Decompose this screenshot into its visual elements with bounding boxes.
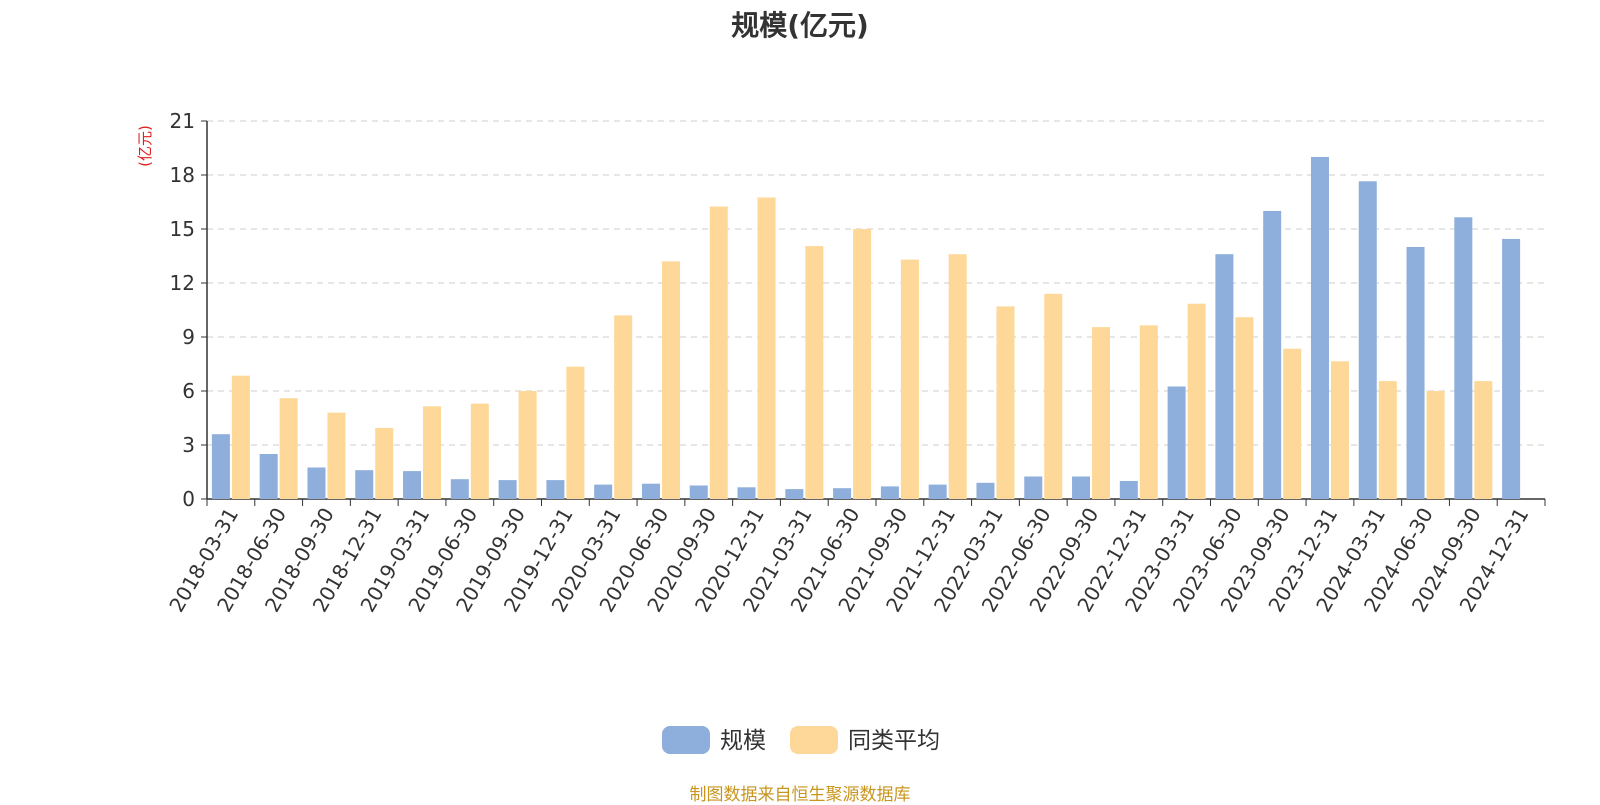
bar-scale (1263, 211, 1282, 499)
bar-peer-average (327, 412, 346, 499)
bar-scale (211, 434, 230, 499)
bar-scale (880, 486, 899, 499)
bar-scale (1310, 157, 1329, 499)
bar-scale (689, 485, 708, 499)
bar-scale (403, 471, 422, 499)
bar-peer-average (1044, 293, 1063, 499)
legend-item-scale-label: 规模 (720, 728, 766, 754)
y-tick-label: 12 (170, 271, 195, 295)
bar-scale (1167, 386, 1186, 499)
bar-peer-average (1187, 303, 1206, 499)
bar-peer-average (1139, 325, 1158, 499)
bar-peer-average (1426, 391, 1445, 499)
y-tick-label: 6 (182, 379, 195, 403)
y-tick-label: 15 (170, 217, 195, 241)
bar-scale (641, 483, 660, 499)
bar-peer-average (423, 406, 442, 499)
bar-scale (833, 488, 852, 499)
bar-peer-average (948, 254, 967, 499)
bar-scale (976, 482, 995, 499)
bar-scale (1072, 476, 1091, 499)
legend-item-scale-swatch (662, 726, 710, 754)
chart-title: 规模(亿元) (731, 9, 869, 42)
bar-scale (928, 484, 947, 499)
bar-peer-average (614, 315, 633, 499)
bar-scale (1454, 217, 1473, 500)
bar-scale (1502, 238, 1521, 499)
bar-scale (307, 467, 326, 499)
bar-peer-average (1378, 381, 1397, 499)
bar-peer-average (518, 391, 537, 499)
bar-peer-average (375, 427, 394, 499)
y-axis-unit-label: (亿元) (136, 125, 154, 167)
bar-scale (1119, 481, 1138, 499)
bar-scale (594, 484, 613, 499)
bar-peer-average (279, 398, 298, 499)
y-tick-label: 9 (182, 325, 195, 349)
bar-scale (1358, 181, 1377, 500)
bar-peer-average (566, 366, 585, 499)
bar-scale (1024, 476, 1043, 499)
bar-peer-average (996, 306, 1015, 499)
bar-peer-average (805, 246, 824, 499)
bar-peer-average (1283, 348, 1302, 499)
bar-peer-average (757, 197, 776, 499)
bar-peer-average (900, 259, 919, 499)
bar-peer-average (661, 261, 680, 499)
bar-peer-average (1330, 361, 1349, 499)
bar-scale (450, 479, 469, 499)
bar-scale (259, 454, 278, 499)
bar-scale (785, 489, 804, 499)
bar-peer-average (1474, 381, 1493, 499)
bar-scale (1406, 247, 1425, 499)
y-tick-label: 0 (182, 487, 195, 511)
y-tick-label: 3 (182, 433, 195, 457)
bar-scale (355, 470, 374, 499)
bar-scale (737, 487, 756, 499)
bar-peer-average (709, 206, 728, 499)
data-source-note: 制图数据来自恒生聚源数据库 (689, 785, 911, 805)
legend-item-peer-average-swatch (790, 726, 838, 754)
y-tick-label: 21 (170, 109, 195, 133)
bar-peer-average (231, 375, 250, 499)
bar-scale (546, 480, 565, 499)
legend-item-peer-average-label: 同类平均 (848, 728, 940, 754)
y-tick-label: 18 (170, 163, 195, 187)
bar-scale (498, 480, 517, 499)
bar-peer-average (1092, 327, 1111, 499)
bar-scale (1215, 254, 1234, 499)
bar-peer-average (853, 229, 872, 499)
bar-peer-average (470, 403, 489, 499)
bar-peer-average (1235, 317, 1254, 499)
